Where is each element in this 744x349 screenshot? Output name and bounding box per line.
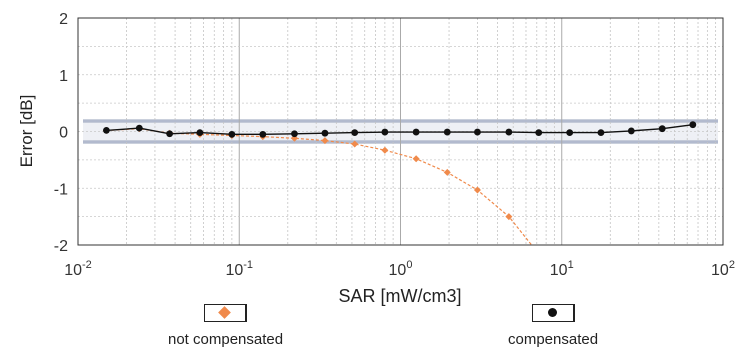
not-compensated-point bbox=[351, 140, 359, 148]
compensated-point bbox=[474, 128, 481, 136]
legend-label: not compensated bbox=[168, 331, 284, 348]
not-compensated-point bbox=[321, 137, 329, 145]
x-axis-label: SAR [mW/cm3] bbox=[338, 286, 461, 306]
compensated-point bbox=[658, 125, 666, 133]
y-tick-label: 1 bbox=[59, 68, 68, 85]
diamond-marker-icon bbox=[218, 306, 231, 319]
compensated-point bbox=[291, 130, 298, 138]
legend-box bbox=[531, 304, 575, 322]
compensated-point bbox=[535, 129, 543, 137]
legend-not-compensated: not compensated bbox=[168, 304, 283, 348]
compensated-point bbox=[228, 130, 236, 138]
compensated-point bbox=[321, 129, 329, 137]
compensated-point bbox=[443, 128, 451, 136]
compensated-point bbox=[381, 128, 389, 136]
compensated-point bbox=[597, 129, 605, 137]
legend-label: compensated bbox=[508, 331, 599, 348]
compensated-point bbox=[505, 128, 513, 136]
not-compensated-point bbox=[505, 213, 513, 221]
compensated-point bbox=[196, 129, 204, 137]
compensated-line bbox=[106, 124, 693, 136]
y-tick-label: -1 bbox=[54, 181, 68, 198]
y-tick-label: 0 bbox=[59, 125, 68, 142]
compensated-point bbox=[351, 129, 359, 137]
compensated-point bbox=[102, 126, 110, 134]
x-tick-label: 100 bbox=[389, 259, 413, 279]
grid bbox=[77, 18, 723, 245]
not-compensated-point bbox=[412, 155, 420, 163]
x-tick-label: 101 bbox=[550, 259, 574, 279]
y-axis-label: Error [dB] bbox=[17, 95, 36, 168]
y-tick-label: -2 bbox=[54, 238, 68, 255]
x-tick-label: 102 bbox=[711, 259, 735, 279]
y-tick-label: 2 bbox=[59, 11, 68, 28]
series-layer bbox=[102, 121, 697, 246]
legend-compensated: compensated bbox=[508, 304, 598, 348]
compensated-point bbox=[412, 128, 420, 136]
plot-frame bbox=[77, 17, 724, 246]
not-compensated-point bbox=[381, 146, 389, 154]
compensated-point bbox=[259, 130, 267, 138]
not-compensated-line bbox=[106, 128, 533, 246]
not-compensated-point bbox=[443, 168, 451, 176]
compensated-point bbox=[627, 127, 635, 135]
not-compensated-point bbox=[473, 186, 481, 194]
legend-box bbox=[204, 304, 248, 322]
compensated-point bbox=[689, 121, 697, 129]
compensated-point bbox=[166, 130, 174, 138]
compensated-point bbox=[135, 124, 143, 132]
compensated-point bbox=[566, 129, 574, 137]
x-tick-label: 10-1 bbox=[225, 259, 253, 279]
circle-marker-icon bbox=[547, 308, 557, 317]
x-tick-label: 10-2 bbox=[64, 259, 92, 279]
